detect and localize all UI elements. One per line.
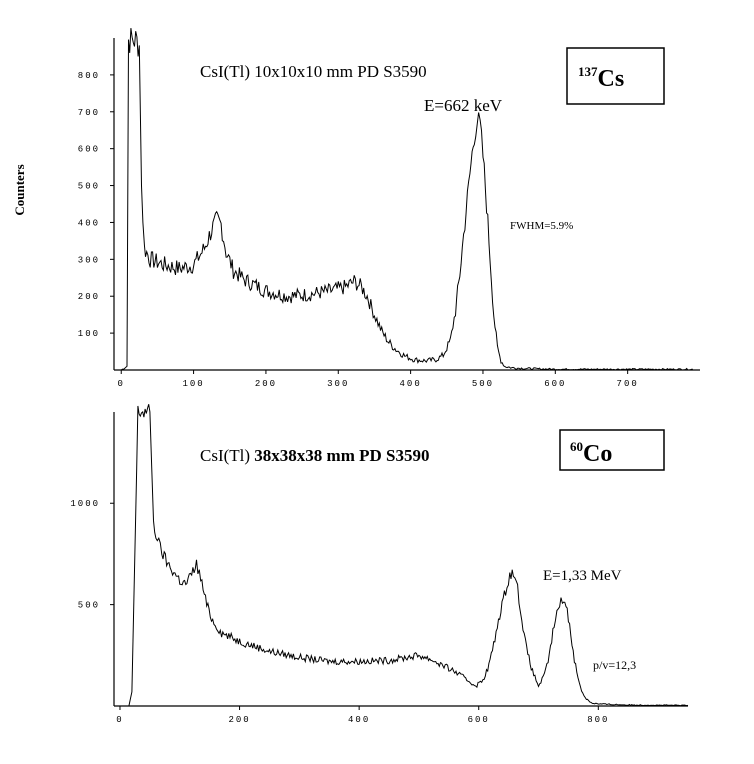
co60-isotope-box — [559, 429, 665, 471]
cs137-y-tick-label: 500 — [78, 182, 100, 192]
co60-axes — [110, 412, 688, 710]
y-axis-label: Counters — [12, 164, 27, 215]
co60-x-tick-label: 0 — [116, 715, 123, 725]
cs137-y-tick-label: 800 — [78, 71, 100, 81]
cs137-y-tick-label: 100 — [78, 329, 100, 339]
co60-y-tick-label: 500 — [78, 601, 100, 611]
co60-y-tick-label: 1000 — [70, 499, 100, 509]
co60-chart-title: CsI(Tl) 38x38x38 mm PD S3590 — [200, 446, 430, 465]
cs137-peak-energy-annotation: E=662 keV — [424, 96, 503, 115]
cs137-x-tick-label: 700 — [617, 379, 639, 389]
cs137-spectrum-line — [120, 28, 693, 371]
co60-x-tick-label: 600 — [468, 715, 490, 725]
cs137-fwhm-annotation: FWHM=5.9% — [510, 220, 573, 232]
cs137-y-tick-label: 300 — [78, 255, 100, 265]
co60-x-tick-label: 800 — [587, 715, 609, 725]
cs137-y-tick-label: 200 — [78, 292, 100, 302]
co60-isotope-label: 60Co — [570, 439, 612, 467]
cs137-x-tick-label: 500 — [472, 379, 494, 389]
cs137-x-tick-label: 300 — [327, 379, 349, 389]
co60-spectrum-line — [120, 404, 689, 707]
co60-x-tick-label: 200 — [228, 715, 250, 725]
cs137-isotope-label: 137Cs — [578, 64, 624, 92]
cs137-tick-labels: 0 100 200 300 400 500 600 700 100 200 300 400 500 600… — [78, 71, 639, 389]
co60-spectrum-panel: 0 200 400 600 800 500 1000 CsI(Tl) 38x38x38 mm… — [70, 404, 689, 725]
cs137-x-tick-label: 0 — [118, 379, 125, 389]
co60-peak-to-valley-annotation: p/v=12,3 — [593, 658, 636, 672]
co60-peak-energy-annotation: E=1,33 MeV — [543, 568, 622, 584]
cs137-y-tick-label: 700 — [78, 108, 100, 118]
cs137-y-tick-label: 600 — [78, 145, 100, 155]
co60-x-tick-label: 400 — [348, 715, 370, 725]
cs137-x-tick-label: 100 — [182, 379, 204, 389]
cs137-x-tick-label: 600 — [544, 379, 566, 389]
cs137-x-tick-label: 400 — [400, 379, 422, 389]
cs137-y-tick-label: 400 — [78, 218, 100, 228]
cs137-spectrum-panel: 0 100 200 300 400 500 600 700 100 200 300 400 500 600… — [78, 28, 700, 389]
cs137-x-tick-label: 200 — [255, 379, 277, 389]
co60-tick-labels: 0 200 400 600 800 500 1000 — [70, 499, 609, 725]
cs137-isotope-box — [566, 47, 665, 105]
cs137-chart-title: CsI(Tl) 10x10x10 mm PD S3590 — [200, 62, 427, 81]
